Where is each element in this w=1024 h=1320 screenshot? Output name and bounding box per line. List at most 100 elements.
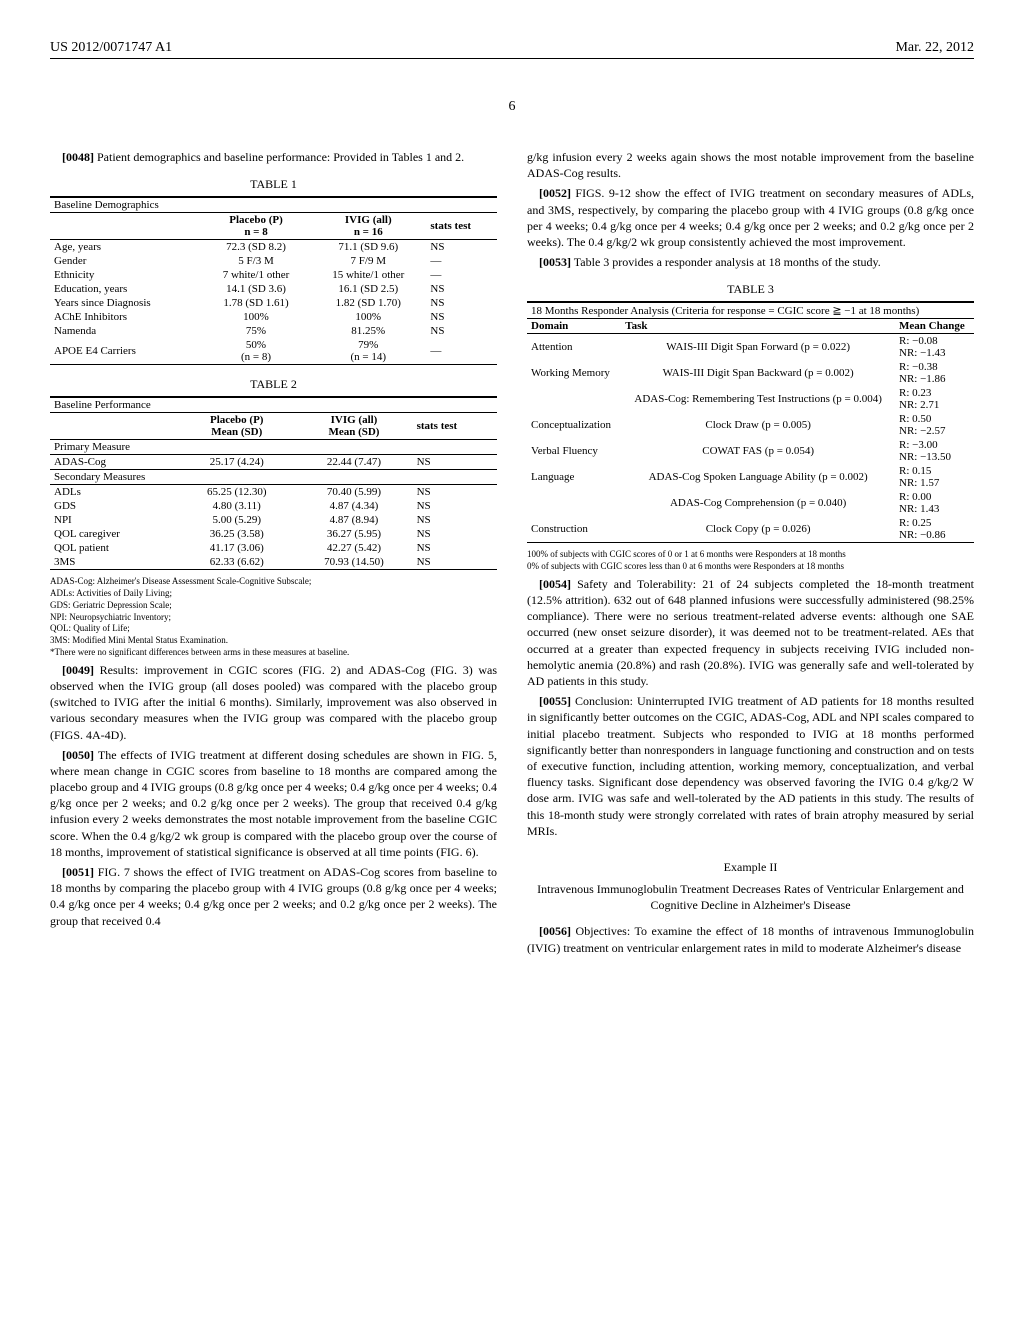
table-cell: 4.87 (4.34)	[295, 499, 412, 513]
footnote: QOL: Quality of Life;	[50, 623, 497, 634]
para-text: The effects of IVIG treatment at differe…	[50, 748, 497, 859]
para-num: [0052]	[539, 186, 571, 200]
table-cell: 4.80 (3.11)	[178, 499, 295, 513]
table-cell: 100%	[310, 310, 426, 324]
para-49: [0049] Results: improvement in CGIC scor…	[50, 662, 497, 743]
table-row: Working MemoryWAIS-III Digit Span Backwa…	[527, 360, 974, 386]
table-cell: COWAT FAS (p = 0.054)	[621, 438, 895, 464]
table-cell: Construction	[527, 516, 621, 543]
para-56: [0056] Objectives: To examine the effect…	[527, 923, 974, 955]
table1-caption: Baseline Demographics	[50, 197, 497, 213]
table-row: NPI5.00 (5.29)4.87 (8.94)NS	[50, 513, 497, 527]
table-cell: Clock Draw (p = 0.005)	[621, 412, 895, 438]
table-cell: R: 0.15 NR: 1.57	[895, 464, 974, 490]
example2-title: Example II	[527, 859, 974, 875]
table-row: GDS4.80 (3.11)4.87 (4.34)NS	[50, 499, 497, 513]
table-cell: Verbal Fluency	[527, 438, 621, 464]
table-cell: Clock Copy (p = 0.026)	[621, 516, 895, 543]
table-cell: NS	[413, 485, 497, 500]
table2-title: TABLE 2	[50, 377, 497, 392]
table-cell: NS	[426, 240, 497, 255]
table-row: Gender5 F/3 M7 F/9 M—	[50, 254, 497, 268]
table-row: ADLs65.25 (12.30)70.40 (5.99)NS	[50, 485, 497, 500]
table-cell: Ethnicity	[50, 268, 202, 282]
table-cell: QOL patient	[50, 541, 178, 555]
table-cell: APOE E4 Carriers	[50, 338, 202, 365]
table-cell: NS	[413, 555, 497, 570]
para-55: [0055] Conclusion: Uninterrupted IVIG tr…	[527, 693, 974, 839]
table2-caption: Baseline Performance	[50, 397, 497, 413]
table-cell: QOL caregiver	[50, 527, 178, 541]
th: Mean Change	[895, 319, 974, 334]
table-cell: —	[426, 254, 497, 268]
para-48: [0048] Patient demographics and baseline…	[50, 149, 497, 165]
footnote: ADLs: Activities of Daily Living;	[50, 588, 497, 599]
table-cell: 79% (n = 14)	[310, 338, 426, 365]
table-row: Age, years72.3 (SD 8.2)71.1 (SD 9.6)NS	[50, 240, 497, 255]
th: Placebo (P) n = 8	[202, 213, 310, 240]
table-row: Namenda75%81.25%NS	[50, 324, 497, 338]
table-cell: 70.93 (14.50)	[295, 555, 412, 570]
footnote: 100% of subjects with CGIC scores of 0 o…	[527, 549, 974, 560]
para-num: [0056]	[539, 924, 571, 938]
left-column: [0048] Patient demographics and baseline…	[50, 145, 497, 960]
table-cell: ADAS-Cog Spoken Language Ability (p = 0.…	[621, 464, 895, 490]
table1-title: TABLE 1	[50, 177, 497, 192]
table-cell: 15 white/1 other	[310, 268, 426, 282]
table-cell: 62.33 (6.62)	[178, 555, 295, 570]
page-header: US 2012/0071747 A1 Mar. 22, 2012	[50, 40, 974, 59]
table-cell	[527, 386, 621, 412]
table-row: APOE E4 Carriers50% (n = 8)79% (n = 14)—	[50, 338, 497, 365]
th	[50, 213, 202, 240]
table-cell: NS	[426, 324, 497, 338]
para-52: [0052] FIGS. 9-12 show the effect of IVI…	[527, 185, 974, 250]
th: Task	[621, 319, 895, 334]
table-cell: R: 0.00 NR: 1.43	[895, 490, 974, 516]
table1-header-row: Placebo (P) n = 8 IVIG (all) n = 16 stat…	[50, 213, 497, 240]
table-cell: ADLs	[50, 485, 178, 500]
para-50: [0050] The effects of IVIG treatment at …	[50, 747, 497, 860]
table-cell: AChE Inhibitors	[50, 310, 202, 324]
table-cell: 3MS	[50, 555, 178, 570]
table-cell: 22.44 (7.47)	[295, 455, 412, 470]
table-cell: NS	[426, 310, 497, 324]
table-cell: 14.1 (SD 3.6)	[202, 282, 310, 296]
table-cell: NPI	[50, 513, 178, 527]
secondary-measures-label: Secondary Measures	[50, 470, 497, 485]
para-num: [0053]	[539, 255, 571, 269]
table-cell: NS	[413, 527, 497, 541]
table-cell: 25.17 (4.24)	[178, 455, 295, 470]
table-cell: Working Memory	[527, 360, 621, 386]
table-cell: 41.17 (3.06)	[178, 541, 295, 555]
table-row: ADAS-Cog Comprehension (p = 0.040)R: 0.0…	[527, 490, 974, 516]
th: Domain	[527, 319, 621, 334]
table-row: QOL patient41.17 (3.06)42.27 (5.42)NS	[50, 541, 497, 555]
para-num: [0055]	[539, 694, 571, 708]
table3: 18 Months Responder Analysis (Criteria f…	[527, 301, 974, 543]
para-text: Table 3 provides a responder analysis at…	[574, 255, 881, 269]
table-row: Years since Diagnosis1.78 (SD 1.61)1.82 …	[50, 296, 497, 310]
table-cell: 75%	[202, 324, 310, 338]
para-text: Safety and Tolerability: 21 of 24 subjec…	[527, 577, 974, 688]
table-cell: 100%	[202, 310, 310, 324]
table-row: Education, years14.1 (SD 3.6)16.1 (SD 2.…	[50, 282, 497, 296]
table-cell: NS	[426, 296, 497, 310]
table-cell: 36.27 (5.95)	[295, 527, 412, 541]
table-cell: Gender	[50, 254, 202, 268]
table2-footnotes: ADAS-Cog: Alzheimer's Disease Assessment…	[50, 576, 497, 658]
para-54: [0054] Safety and Tolerability: 21 of 24…	[527, 576, 974, 689]
table-cell: 81.25%	[310, 324, 426, 338]
footnote: 3MS: Modified Mini Mental Status Examina…	[50, 635, 497, 646]
table-cell: WAIS-III Digit Span Backward (p = 0.002)	[621, 360, 895, 386]
table-row: ADAS-Cog25.17 (4.24)22.44 (7.47)NS	[50, 455, 497, 470]
para-text: FIGS. 9-12 show the effect of IVIG treat…	[527, 186, 974, 249]
table-cell: NS	[413, 455, 497, 470]
table-cell: Attention	[527, 334, 621, 361]
table-cell: NS	[413, 513, 497, 527]
table-cell: ADAS-Cog	[50, 455, 178, 470]
publication-date: Mar. 22, 2012	[895, 40, 974, 56]
para-num: [0048]	[62, 150, 94, 164]
table-cell: —	[426, 268, 497, 282]
table-cell: Years since Diagnosis	[50, 296, 202, 310]
para-num: [0054]	[539, 577, 571, 591]
